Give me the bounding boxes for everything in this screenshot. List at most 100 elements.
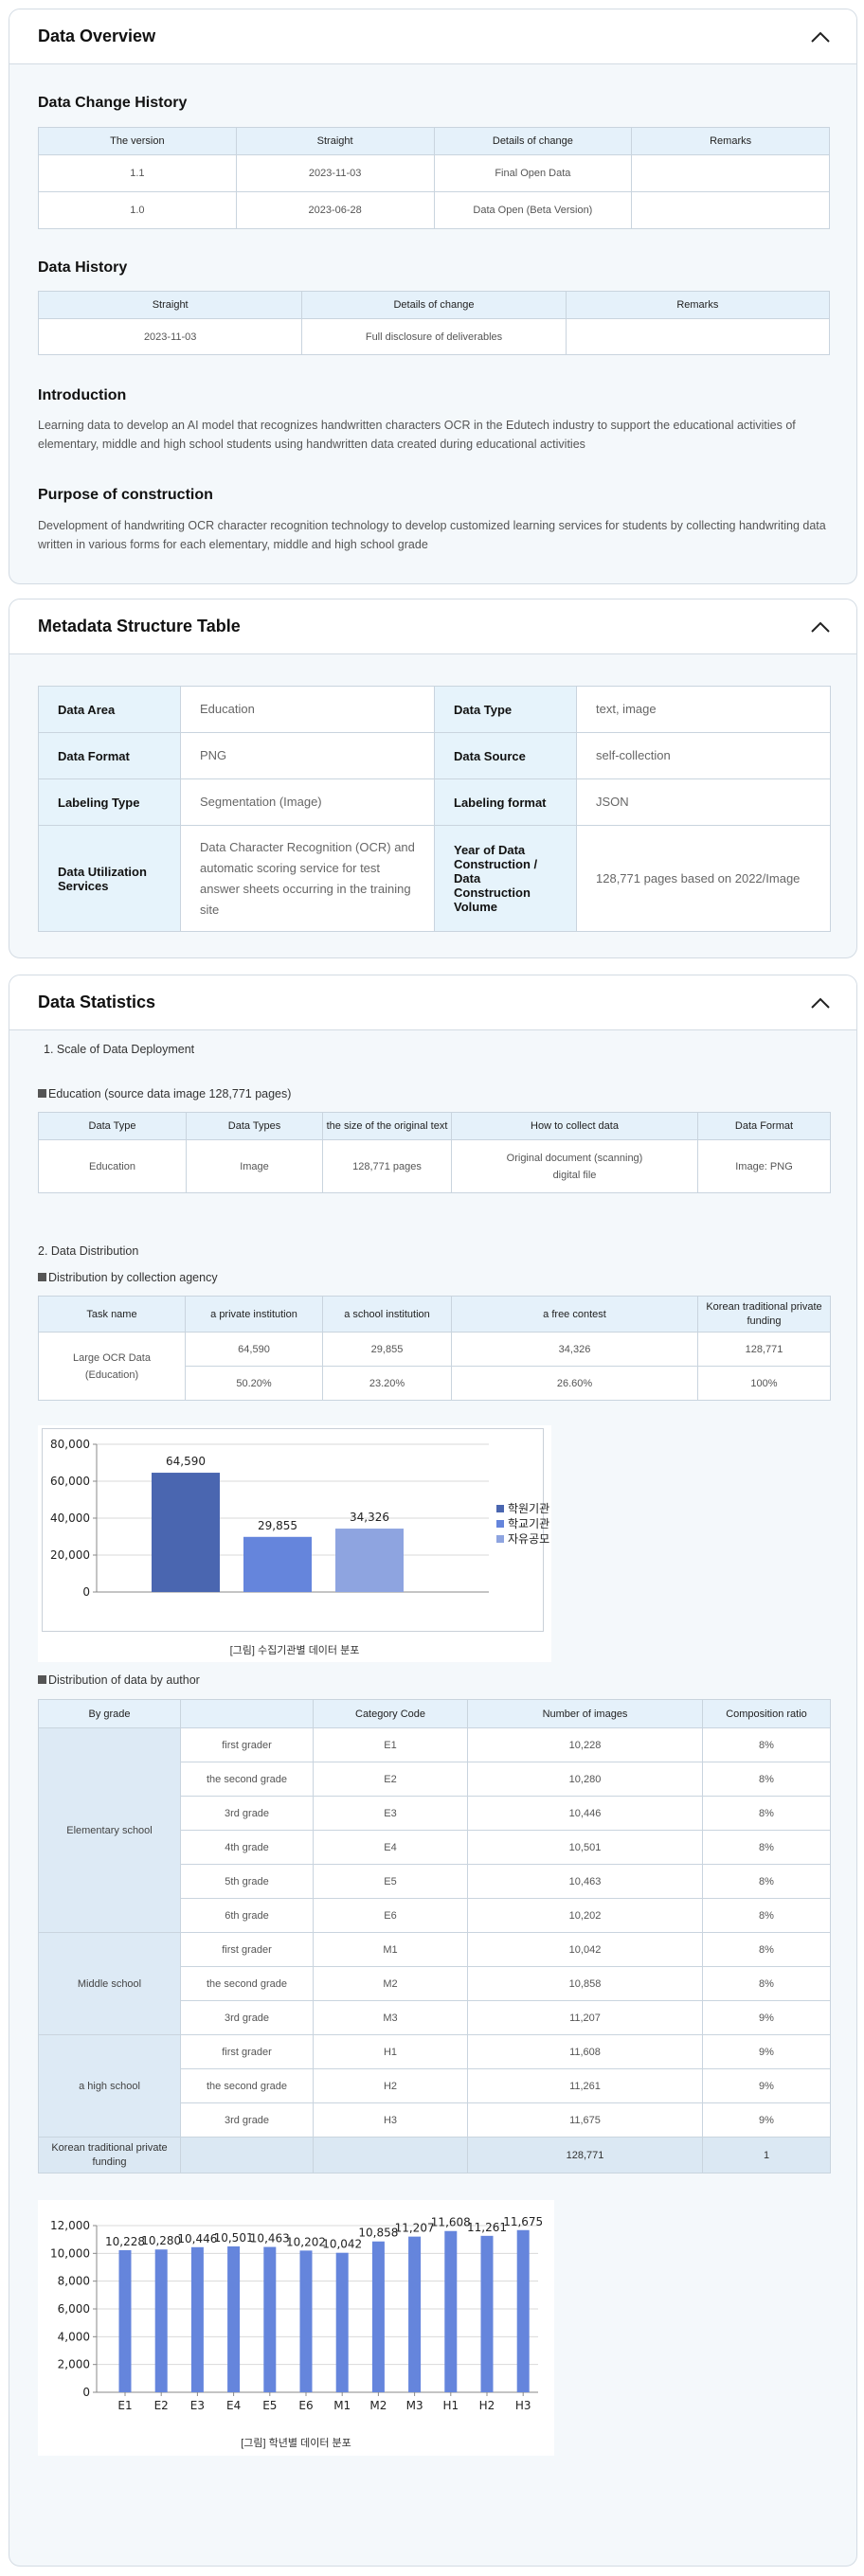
data-overview-panel: Data Overview Data Change History The ve…	[9, 9, 857, 584]
bar	[263, 2246, 277, 2392]
intro-text: Learning data to develop an AI model tha…	[38, 419, 796, 451]
square-bullet-icon	[38, 1675, 46, 1684]
data-statistics-header[interactable]: Data Statistics	[9, 975, 856, 1030]
table-cell: 5th grade	[180, 1864, 314, 1899]
table-cell: E3	[313, 1796, 468, 1831]
metadata-key: Labeling Type	[38, 778, 181, 826]
table-cell: Image	[186, 1139, 323, 1193]
data-history-table: Straight Details of change Remarks 2023-…	[37, 291, 831, 355]
table-row: a high school first grader H1 11,608 9%	[38, 2034, 831, 2138]
chevron-up-icon[interactable]	[807, 614, 834, 640]
column-header: Task name	[38, 1296, 186, 1333]
column-header: Category Code	[313, 1699, 468, 1728]
section-heading: Introduction	[38, 387, 127, 403]
table-row: Data Utilization Services Data Character…	[38, 825, 831, 932]
table-cell: E1	[313, 1727, 468, 1762]
data-label: 10,228	[105, 2235, 145, 2248]
agency-bar-chart: 0 20,000 40,000 60,000 80,000 64,590 29,855 34,…	[50, 1438, 549, 1599]
total-cell: 128,771	[467, 2137, 703, 2174]
table-cell: 8%	[702, 1796, 831, 1831]
legend-swatch	[496, 1505, 504, 1512]
table-cell: H1	[313, 2034, 468, 2069]
legend-label: 자유공모	[508, 1532, 549, 1546]
data-label: 10,501	[214, 2231, 254, 2245]
column-header: the size of the original text	[322, 1112, 452, 1140]
data-label: 34,326	[350, 1511, 389, 1524]
grade-chart: 0 2,000 4,000 6,000 8,000 10,000 12,000 10,228 E…	[38, 2200, 554, 2456]
table-cell: 128,771 pages	[322, 1139, 452, 1193]
table-cell: 10,446	[467, 1796, 703, 1831]
metadata-value: JSON	[576, 778, 831, 826]
grade-group-cell: Middle school	[38, 1932, 181, 2035]
table-row: Elementary school first grader E1 10,228 8%	[38, 1727, 831, 1933]
table-row: the second grade M2 10,858 8%	[39, 1966, 831, 2001]
data-label: 29,855	[258, 1519, 297, 1532]
chart-caption: [그림] 학년별 데이터 분포	[241, 2438, 351, 2449]
table-cell: 11,261	[467, 2068, 703, 2103]
author-table: By grade Category Code Number of images …	[38, 1699, 831, 2174]
x-tick-label: M3	[406, 2399, 423, 2412]
table-cell: the second grade	[180, 2068, 314, 2103]
data-label: 10,202	[286, 2235, 326, 2248]
total-cell: 1	[702, 2137, 831, 2174]
table-cell: 11,675	[467, 2102, 703, 2138]
y-tick-label: 6,000	[58, 2302, 90, 2316]
column-header: Data Format	[697, 1112, 831, 1140]
bar	[227, 2245, 241, 2392]
column-header: Straight	[37, 291, 303, 319]
scale-heading: 1. Scale of Data Deployment	[44, 1043, 195, 1056]
column-header: Details of change	[433, 127, 633, 155]
x-tick-label: E5	[262, 2399, 277, 2412]
table-row: Data Format PNG Data Source self-collect…	[38, 732, 831, 779]
agency-label: Distribution by collection agency	[38, 1271, 218, 1284]
table-cell: 11,207	[467, 2000, 703, 2035]
table-cell: the second grade	[180, 1762, 314, 1797]
legend-swatch	[496, 1520, 504, 1528]
table-cell: M1	[313, 1932, 468, 1967]
table-cell: 10,280	[467, 1762, 703, 1797]
data-label: 11,207	[395, 2222, 435, 2235]
scale-label: Education (source data image 128,771 pag…	[38, 1087, 291, 1100]
y-tick-label: 0	[82, 1585, 90, 1599]
table-cell: 9%	[702, 2034, 831, 2069]
column-header: How to collect data	[451, 1112, 698, 1140]
column-header: Korean traditional private funding	[697, 1296, 831, 1333]
x-tick-label: H3	[515, 2399, 531, 2412]
task-name-cell: Large OCR Data (Education)	[38, 1332, 186, 1401]
table-cell: 3rd grade	[180, 2000, 314, 2035]
table-cell: 3rd grade	[180, 1796, 314, 1831]
table-cell: 9%	[702, 2068, 831, 2103]
table-cell: 11,608	[467, 2034, 703, 2069]
data-label: 10,446	[177, 2232, 217, 2245]
table-cell: 9%	[702, 2102, 831, 2138]
table-cell: 9%	[702, 2000, 831, 2035]
table-row: 3rd grade H3 11,675 9%	[39, 2102, 831, 2138]
column-header: a private institution	[185, 1296, 323, 1333]
column-header: a free contest	[451, 1296, 698, 1333]
bar	[444, 2230, 458, 2392]
metadata-value: 128,771 pages based on 2022/Image	[576, 825, 831, 932]
chevron-up-icon[interactable]	[807, 24, 834, 50]
panel-title: Data Statistics	[38, 993, 156, 1011]
metadata-header[interactable]: Metadata Structure Table	[9, 599, 856, 654]
table-row: Large OCR Data (Education) 64,590 29,855…	[38, 1332, 831, 1401]
table-row: 1.0 2023-06-28 Data Open (Beta Version)	[38, 191, 830, 229]
table-cell: 8%	[702, 1966, 831, 2001]
table-cell: H3	[313, 2102, 468, 2138]
metadata-value: self-collection	[576, 732, 831, 779]
legend-swatch	[496, 1535, 504, 1543]
data-label: 64,590	[166, 1455, 206, 1468]
chevron-up-icon[interactable]	[807, 990, 834, 1016]
data-label: 10,042	[322, 2238, 362, 2251]
x-tick-label: H1	[442, 2399, 459, 2412]
metadata-key: Year of Data Construction / Data Constru…	[434, 825, 577, 932]
table-cell: E2	[313, 1762, 468, 1797]
y-tick-label: 4,000	[58, 2330, 90, 2343]
table-cell: 2023-06-28	[235, 191, 435, 229]
legend-label: 학교기관	[508, 1517, 549, 1530]
table-cell: 128,771	[697, 1332, 831, 1367]
square-bullet-icon	[38, 1089, 46, 1098]
data-overview-header[interactable]: Data Overview	[9, 9, 856, 64]
table-row: the second grade E2 10,280 8%	[39, 1762, 831, 1797]
table-cell: the second grade	[180, 1966, 314, 2001]
